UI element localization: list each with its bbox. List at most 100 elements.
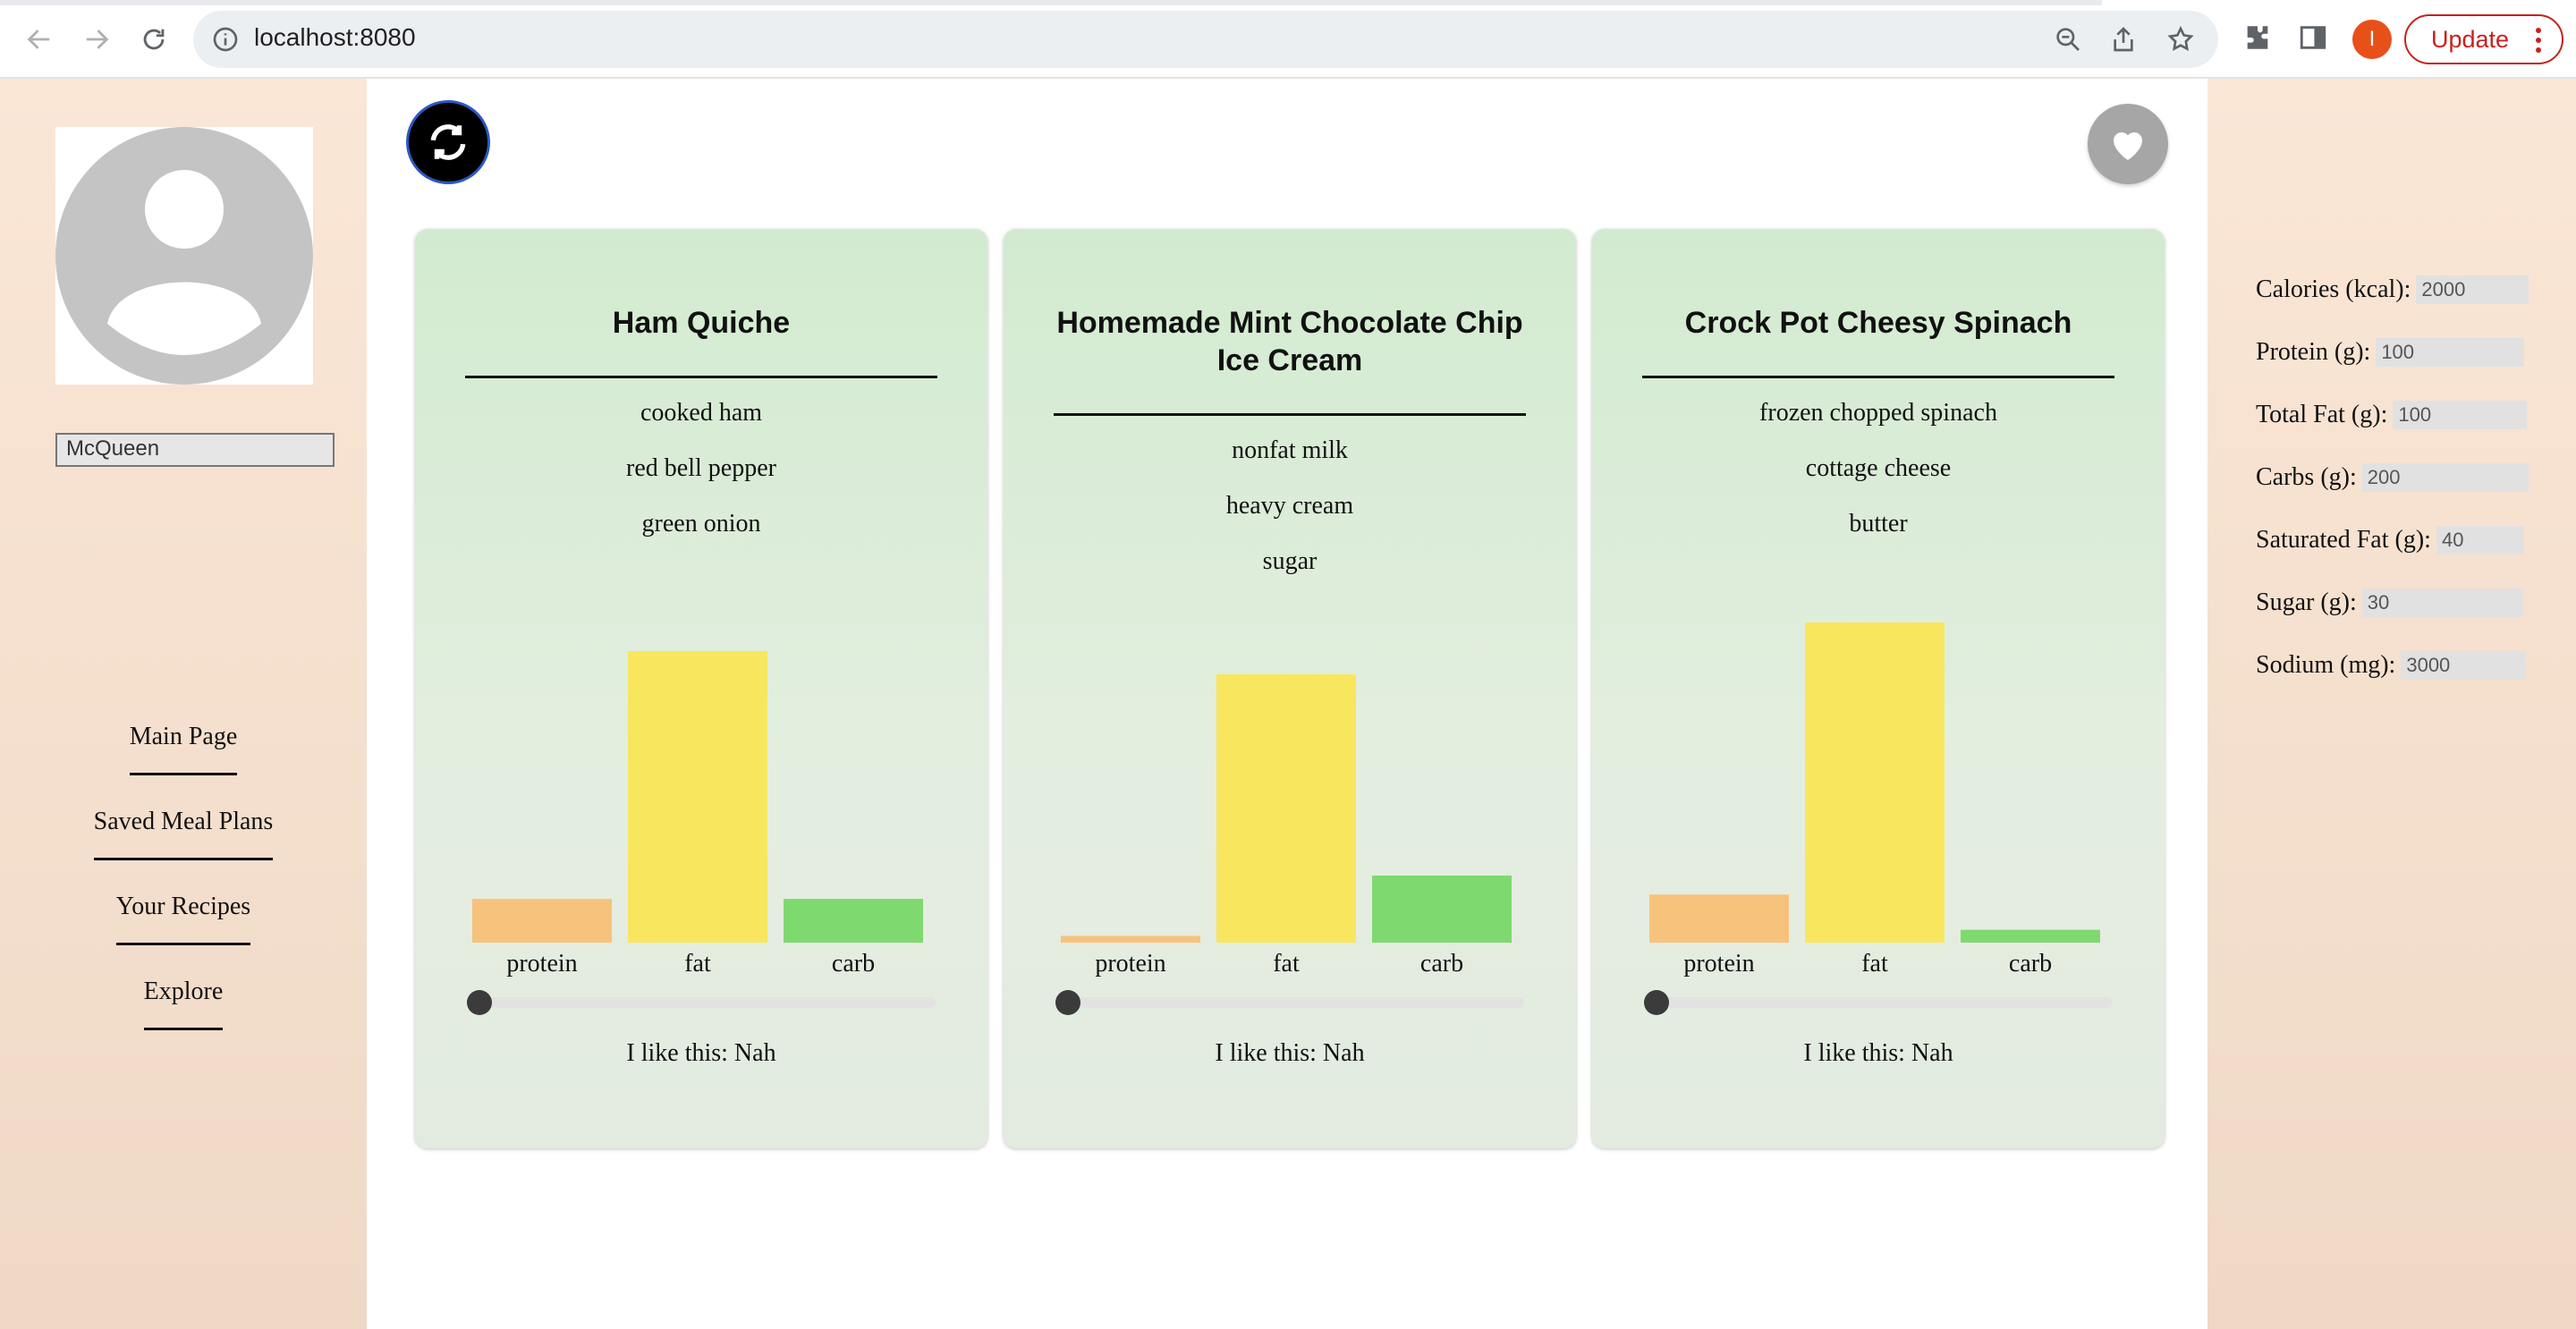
- arrow-left-icon: [27, 30, 50, 49]
- recipe-title: Homemade Mint Chocolate Chip Ice Cream: [1056, 306, 1523, 377]
- share-icon[interactable]: [2109, 25, 2138, 54]
- side-panel-icon: [2300, 26, 2326, 49]
- address-bar[interactable]: localhost:8080: [193, 11, 2218, 68]
- bar-protein: [1061, 935, 1200, 943]
- sync-icon: [430, 124, 466, 160]
- bar-label-protein: protein: [1095, 950, 1165, 978]
- bookmark-star-icon[interactable]: [2166, 25, 2195, 54]
- sodium-input[interactable]: 3000: [2401, 651, 2527, 680]
- left-sidebar: McQueen Main Page Saved Meal Plans Your …: [0, 79, 367, 1329]
- ingredient: frozen chopped spinach: [1759, 399, 1997, 427]
- extensions-button[interactable]: [2238, 18, 2277, 57]
- recipe-card: Crock Pot Cheesy Spinach frozen chopped …: [1592, 229, 2165, 1148]
- reload-button[interactable]: [132, 18, 175, 61]
- macro-chart: protein fat carb: [1644, 622, 2113, 1015]
- total-fat-input[interactable]: 100: [2393, 401, 2528, 429]
- nav-saved-meal-plans[interactable]: Saved Meal Plans: [0, 808, 367, 860]
- nav-label[interactable]: Saved Meal Plans: [93, 808, 274, 860]
- forward-button[interactable]: [75, 18, 118, 61]
- nav-label[interactable]: Explore: [143, 978, 224, 1030]
- goal-label: Total Fat (g):: [2256, 401, 2388, 428]
- avatar: [55, 127, 313, 385]
- user-avatar-icon: [55, 127, 313, 385]
- profile-avatar[interactable]: I: [2352, 20, 2392, 59]
- goal-protein: Protein (g): 100: [2256, 338, 2525, 367]
- macro-chart: protein fat carb: [1055, 674, 1524, 1015]
- goal-calories: Calories (kcal): 2000: [2256, 275, 2529, 304]
- arrow-right-icon: [86, 30, 109, 49]
- like-slider-track[interactable]: [1061, 997, 1524, 1008]
- bar-fat: [1216, 674, 1356, 943]
- ingredient: butter: [1849, 510, 1908, 538]
- title-divider: [465, 376, 937, 378]
- bar-carb: [1961, 929, 2100, 943]
- carbs-input[interactable]: 200: [2361, 463, 2529, 492]
- goal-label: Calories (kcal):: [2256, 275, 2411, 303]
- recipe-title: Crock Pot Cheesy Spinach: [1684, 306, 2072, 340]
- saturated-fat-input[interactable]: 40: [2436, 526, 2524, 554]
- more-vert-icon: [2536, 28, 2541, 53]
- nav-your-recipes[interactable]: Your Recipes: [0, 893, 367, 945]
- goal-saturated-fat: Saturated Fat (g): 40: [2256, 526, 2524, 554]
- side-panel-button[interactable]: [2293, 18, 2333, 57]
- bar-label-fat: fat: [684, 950, 711, 978]
- like-status: I like this: Nah: [1215, 1039, 1365, 1067]
- bar-label-carb: carb: [832, 950, 875, 978]
- refresh-button[interactable]: [406, 100, 490, 184]
- goal-label: Carbs (g):: [2256, 463, 2357, 491]
- bar-carb: [1372, 876, 1512, 943]
- bar-protein: [1649, 894, 1789, 943]
- goal-sodium: Sodium (mg): 3000: [2256, 651, 2527, 680]
- recipe-title: Ham Quiche: [612, 306, 791, 340]
- bar-label-protein: protein: [506, 950, 577, 978]
- like-slider-track[interactable]: [472, 997, 936, 1008]
- info-icon[interactable]: [211, 25, 240, 54]
- goal-sugar: Sugar (g): 30: [2256, 588, 2523, 617]
- protein-input[interactable]: 100: [2376, 338, 2525, 367]
- title-divider: [1642, 376, 2114, 378]
- recipe-card: Ham Quiche cooked ham red bell pepper gr…: [415, 229, 987, 1148]
- macro-chart: protein fat carb: [467, 651, 936, 1015]
- bar-label-fat: fat: [1861, 950, 1888, 978]
- sugar-input[interactable]: 30: [2361, 588, 2523, 617]
- bar-fat: [628, 651, 767, 943]
- bar-label-carb: carb: [1420, 950, 1463, 978]
- goal-carbs: Carbs (g): 200: [2256, 463, 2529, 492]
- loading-bar: [0, 0, 2102, 5]
- ingredient: cottage cheese: [1805, 454, 1952, 482]
- goal-label: Sodium (mg):: [2256, 651, 2396, 679]
- nav-explore[interactable]: Explore: [0, 978, 367, 1030]
- goal-label: Sugar (g):: [2256, 588, 2357, 616]
- puzzle-icon: [2247, 26, 2268, 49]
- goal-total-fat: Total Fat (g): 100: [2256, 401, 2528, 429]
- bar-label-fat: fat: [1273, 950, 1300, 978]
- update-label: Update: [2431, 25, 2510, 53]
- like-status: I like this: Nah: [1803, 1039, 1953, 1067]
- title-divider: [1054, 413, 1526, 416]
- ingredient: red bell pepper: [626, 454, 776, 482]
- favorite-button[interactable]: [2088, 104, 2168, 184]
- goal-label: Protein (g):: [2256, 338, 2371, 366]
- zoom-out-icon[interactable]: [2054, 25, 2082, 54]
- update-button[interactable]: Update: [2404, 14, 2563, 64]
- bar-label-carb: carb: [2009, 950, 2052, 978]
- right-sidebar: [2207, 79, 2576, 1329]
- bar-carb: [784, 899, 923, 943]
- like-slider-thumb[interactable]: [467, 990, 492, 1015]
- back-button[interactable]: [18, 18, 61, 61]
- url-text[interactable]: localhost:8080: [254, 23, 416, 51]
- nav-label[interactable]: Your Recipes: [115, 893, 251, 945]
- nav-main-page[interactable]: Main Page: [0, 723, 367, 775]
- bar-label-protein: protein: [1683, 950, 1754, 978]
- like-slider-thumb[interactable]: [1055, 990, 1080, 1015]
- ingredient: sugar: [1262, 547, 1318, 575]
- like-status: I like this: Nah: [626, 1039, 776, 1067]
- like-slider-track[interactable]: [1649, 997, 2113, 1008]
- browser-toolbar: localhost:8080 I Update: [0, 0, 2576, 79]
- reload-icon: [143, 29, 165, 50]
- username-field[interactable]: McQueen: [55, 433, 335, 467]
- sidebar-nav: Main Page Saved Meal Plans Your Recipes …: [0, 723, 367, 1062]
- like-slider-thumb[interactable]: [1644, 990, 1669, 1015]
- nav-label[interactable]: Main Page: [129, 723, 238, 775]
- calories-input[interactable]: 2000: [2416, 275, 2529, 304]
